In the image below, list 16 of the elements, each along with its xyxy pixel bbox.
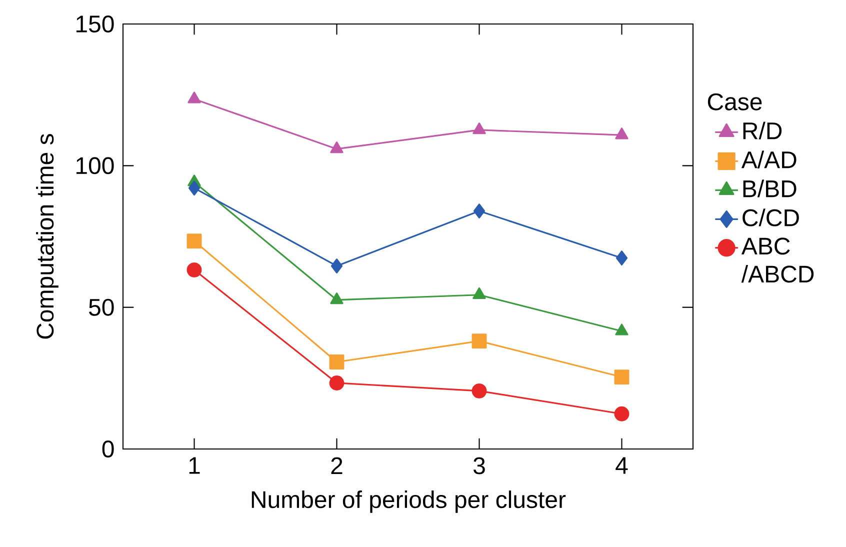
- x-tick-label: 4: [616, 457, 628, 474]
- legend-label: R/D: [743, 122, 782, 140]
- x-tick-label: 2: [331, 457, 342, 474]
- y-axis-title: Computation time s: [36, 134, 58, 339]
- legend-label: ABC /ABCD: [741, 238, 814, 283]
- x-tick-label: 3: [474, 457, 485, 474]
- legend-title: Case: [708, 93, 762, 110]
- y-tick-label: 100: [76, 157, 114, 174]
- y-tick-label: 50: [89, 298, 114, 316]
- legend-label: B/BD: [743, 180, 796, 198]
- y-tick-label: 0: [102, 440, 114, 458]
- legend-label: A/AD: [741, 150, 796, 168]
- x-axis-title: Number of periods per cluster: [252, 490, 566, 513]
- legend-label: C/CD: [742, 208, 799, 226]
- x-tick-label: 1: [189, 457, 200, 474]
- y-tick-label: 150: [76, 15, 114, 32]
